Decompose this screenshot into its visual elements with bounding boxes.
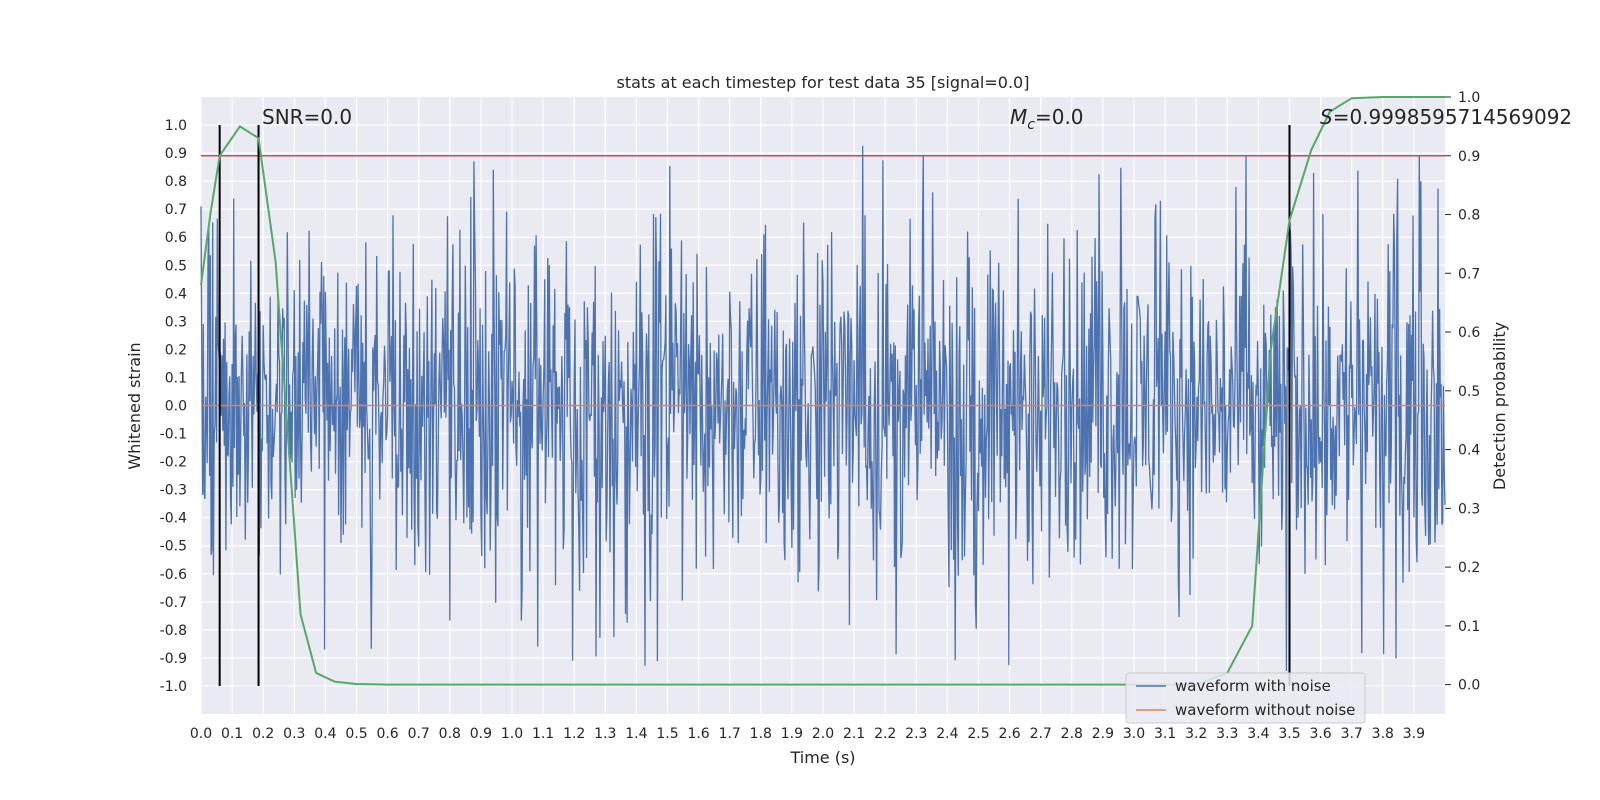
x-axis-label: Time (s) bbox=[789, 748, 855, 767]
mc-annotation: Mc=0.0 bbox=[1010, 105, 1084, 133]
chart-title: stats at each timestep for test data 35 … bbox=[617, 73, 1030, 92]
y-tick-label: 0.1 bbox=[165, 370, 187, 386]
y2-tick-label: 0.2 bbox=[1458, 560, 1480, 576]
x-tick-label: 3.0 bbox=[1123, 726, 1145, 742]
x-tick-label: 1.7 bbox=[719, 726, 741, 742]
x-tick-label: 2.6 bbox=[998, 726, 1020, 742]
y-tick-label: 0.5 bbox=[165, 258, 187, 274]
x-tick-label: 0.0 bbox=[190, 726, 212, 742]
y2-tick-label: 0.9 bbox=[1458, 149, 1480, 165]
x-tick-label: 2.5 bbox=[967, 726, 989, 742]
x-tick-label: 1.2 bbox=[563, 726, 585, 742]
y-tick-label: -0.3 bbox=[160, 483, 187, 499]
y2-tick-label: 0.1 bbox=[1458, 619, 1480, 635]
y2-tick-label: 0.6 bbox=[1458, 325, 1480, 341]
y2-tick-label: 0.7 bbox=[1458, 266, 1480, 282]
x-tick-label: 1.6 bbox=[687, 726, 709, 742]
x-tick-label: 3.9 bbox=[1403, 726, 1425, 742]
x-tick-label: 2.7 bbox=[1030, 726, 1052, 742]
y-tick-label: -0.5 bbox=[160, 539, 187, 555]
y-tick-label: 0.9 bbox=[165, 146, 187, 162]
waveform-with-noise-line bbox=[200, 145, 1446, 672]
s-symbol: S bbox=[1320, 105, 1333, 129]
x-tick-label: 1.9 bbox=[781, 726, 803, 742]
y-tick-label: -0.9 bbox=[160, 651, 187, 667]
tick-labels: 0.0 0.1 0.2 0.3 0.4 0.5 0.6 0.7 0.8 0.9 1.0 1.1 1.2 1… bbox=[160, 90, 1481, 742]
y-tick-label: 0.4 bbox=[165, 286, 187, 302]
mc-symbol: M bbox=[1010, 105, 1027, 129]
x-tick-label: 2.8 bbox=[1061, 726, 1083, 742]
y2-tick-label: 0.8 bbox=[1458, 208, 1480, 224]
x-tick-label: 3.3 bbox=[1216, 726, 1238, 742]
x-tick-label: 3.4 bbox=[1247, 726, 1269, 742]
x-tick-label: 1.8 bbox=[750, 726, 772, 742]
x-tick-label: 0.5 bbox=[345, 726, 367, 742]
probability-series bbox=[200, 96, 1445, 686]
mc-subscript: c bbox=[1027, 117, 1035, 133]
x-tick-label: 2.4 bbox=[936, 726, 958, 742]
y-tick-label: 0.7 bbox=[165, 202, 187, 218]
x-tick-label: 1.5 bbox=[656, 726, 678, 742]
y-tick-label: -0.6 bbox=[160, 567, 187, 583]
x-tick-label: 3.2 bbox=[1185, 726, 1207, 742]
y-axis-label: Whitened strain bbox=[125, 342, 144, 469]
s-value: =0.9998595714569092 bbox=[1333, 105, 1572, 129]
y-tick-label: 0.8 bbox=[165, 174, 187, 190]
legend-label-clean: waveform without noise bbox=[1175, 701, 1355, 719]
y-tick-label: -0.8 bbox=[160, 623, 187, 639]
x-tick-label: 1.4 bbox=[625, 726, 647, 742]
s-annotation: S=0.9998595714569092 bbox=[1320, 105, 1572, 129]
x-tick-label: 2.1 bbox=[843, 726, 865, 742]
x-tick-label: 0.3 bbox=[283, 726, 305, 742]
x-tick-label: 0.1 bbox=[221, 726, 243, 742]
y-tick-label: -0.2 bbox=[160, 455, 187, 471]
y-tick-label: 1.0 bbox=[165, 118, 187, 134]
y-tick-label: 0.3 bbox=[165, 314, 187, 330]
x-tick-label: 1.1 bbox=[532, 726, 554, 742]
x-tick-label: 3.7 bbox=[1341, 726, 1363, 742]
x-tick-label: 2.2 bbox=[874, 726, 896, 742]
y2-tick-label: 0.0 bbox=[1458, 678, 1480, 694]
x-tick-label: 3.8 bbox=[1372, 726, 1394, 742]
y-tick-label: -0.4 bbox=[160, 511, 187, 527]
x-tick-label: 0.9 bbox=[470, 726, 492, 742]
x-tick-label: 0.6 bbox=[376, 726, 398, 742]
y2-axis-label: Detection probability bbox=[1490, 322, 1509, 490]
legend: waveform with noise waveform without noi… bbox=[1125, 672, 1366, 724]
x-tick-label: 1.3 bbox=[594, 726, 616, 742]
x-tick-label: 2.3 bbox=[905, 726, 927, 742]
y-tick-label: -1.0 bbox=[160, 679, 187, 695]
y-tick-label: -0.1 bbox=[160, 427, 187, 443]
legend-box bbox=[1125, 672, 1366, 724]
x-tick-label: 0.7 bbox=[408, 726, 430, 742]
x-tick-label: 0.4 bbox=[314, 726, 336, 742]
x-tick-label: 3.6 bbox=[1309, 726, 1331, 742]
y-tick-label: 0.0 bbox=[165, 399, 187, 415]
detection-probability-line bbox=[200, 96, 1445, 686]
y-tick-label: -0.7 bbox=[160, 595, 187, 611]
legend-label-noise: waveform with noise bbox=[1175, 677, 1331, 695]
x-tick-label: 0.2 bbox=[252, 726, 274, 742]
y-tick-label: 0.6 bbox=[165, 230, 187, 246]
x-tick-label: 3.5 bbox=[1278, 726, 1300, 742]
noise-waveform-series bbox=[200, 145, 1446, 672]
x-tick-label: 3.1 bbox=[1154, 726, 1176, 742]
y2-tick-label: 1.0 bbox=[1458, 90, 1480, 106]
x-tick-label: 0.8 bbox=[439, 726, 461, 742]
y2-tick-label: 0.4 bbox=[1458, 443, 1480, 459]
x-tick-label: 2.9 bbox=[1092, 726, 1114, 742]
x-tick-label: 2.0 bbox=[812, 726, 834, 742]
y2-tick-label: 0.3 bbox=[1458, 501, 1480, 517]
y-tick-label: 0.2 bbox=[165, 342, 187, 358]
mc-value: =0.0 bbox=[1035, 105, 1084, 129]
snr-annotation: SNR=0.0 bbox=[262, 105, 352, 129]
y2-tick-label: 0.5 bbox=[1458, 384, 1480, 400]
x-tick-label: 1.0 bbox=[501, 726, 523, 742]
